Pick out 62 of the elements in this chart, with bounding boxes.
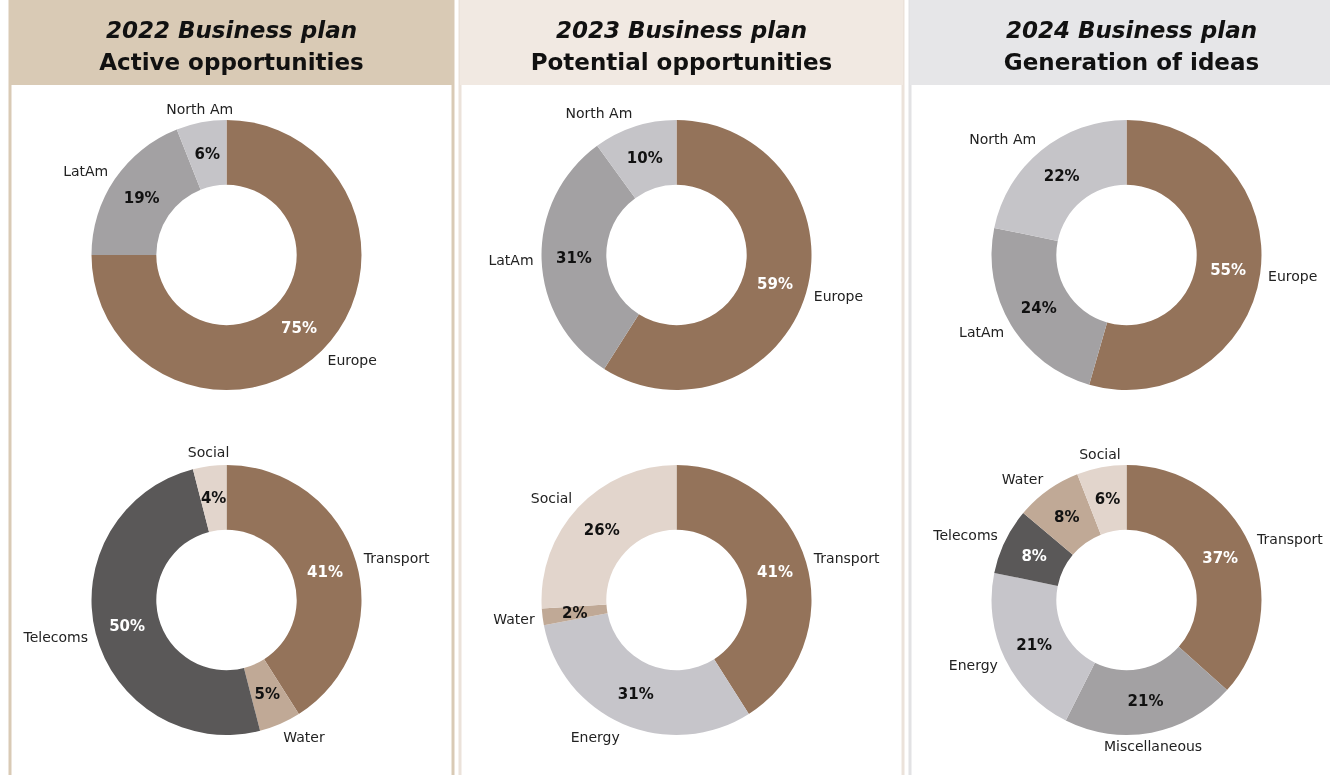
- data-label: 37%: [1202, 549, 1239, 568]
- data-label: 22%: [1043, 166, 1080, 185]
- donut-slice: [1089, 120, 1262, 390]
- data-label: 41%: [757, 562, 793, 581]
- slice-label: Social: [530, 489, 573, 506]
- data-label: 8%: [1021, 546, 1047, 565]
- slice-label: Water: [1001, 470, 1044, 487]
- donut-slice: [226, 465, 362, 714]
- slice-label: Transport: [362, 550, 431, 567]
- donut-slice: [676, 465, 812, 714]
- donut-slice: [597, 120, 677, 199]
- donut-slice: [604, 120, 812, 390]
- data-label: 6%: [1094, 490, 1121, 509]
- data-label: 24%: [1020, 299, 1057, 318]
- donut-slice: [192, 465, 227, 533]
- data-label: 75%: [281, 318, 317, 337]
- donut-slice: [176, 120, 227, 190]
- donut-slice: [1077, 465, 1127, 535]
- data-label: 8%: [1053, 507, 1080, 526]
- slice-label: North Am: [166, 100, 234, 117]
- data-label: 5%: [254, 685, 280, 704]
- data-label: 2%: [561, 604, 588, 623]
- slice-label: Telecoms: [22, 628, 88, 645]
- data-label: 41%: [307, 562, 343, 581]
- slice-label: North Am: [565, 105, 633, 122]
- slice-label: Telecoms: [932, 526, 998, 543]
- chart-subtitle: Potential opportunities: [530, 49, 833, 75]
- chart-title: 2023 Business plan: [555, 17, 808, 43]
- slice-label: LatAm: [488, 251, 534, 268]
- data-label: 10%: [626, 148, 663, 167]
- slice-label: Miscellaneous: [1103, 738, 1203, 755]
- data-label: 21%: [1127, 692, 1164, 711]
- data-label: 4%: [200, 489, 227, 508]
- slice-label: Water: [493, 610, 535, 627]
- chart-subtitle: Generation of ideas: [1003, 49, 1260, 75]
- slice-label: Europe: [1268, 267, 1318, 284]
- donut-slice: [243, 659, 299, 731]
- slice-label: Water: [283, 728, 325, 745]
- slice-label: Europe: [327, 352, 377, 369]
- data-label: 19%: [123, 188, 160, 207]
- slice-label: Energy: [948, 656, 998, 673]
- slice-label: Transport: [812, 550, 881, 567]
- slice-label: Social: [1079, 445, 1121, 462]
- data-label: 31%: [617, 685, 654, 704]
- slice-label: North Am: [969, 131, 1037, 148]
- chart-subtitle: Active opportunities: [99, 49, 364, 75]
- chart-title: 2022 Business plan: [105, 17, 358, 43]
- slice-label: Social: [187, 444, 230, 461]
- slice-label: LatAm: [63, 163, 109, 180]
- donut-slice: [1065, 646, 1228, 735]
- slice-label: LatAm: [959, 324, 1005, 341]
- data-label: 55%: [1210, 260, 1247, 279]
- data-label: 50%: [109, 616, 146, 635]
- slice-label: Energy: [570, 728, 620, 745]
- data-label: 31%: [556, 249, 592, 268]
- data-label: 21%: [1016, 635, 1053, 654]
- slice-label: Europe: [813, 288, 864, 305]
- data-label: 26%: [583, 521, 620, 540]
- chart-title: 2024 Business plan: [1005, 17, 1258, 43]
- data-label: 59%: [757, 274, 793, 293]
- slice-label: Transport: [1256, 531, 1324, 548]
- data-label: 6%: [194, 145, 221, 164]
